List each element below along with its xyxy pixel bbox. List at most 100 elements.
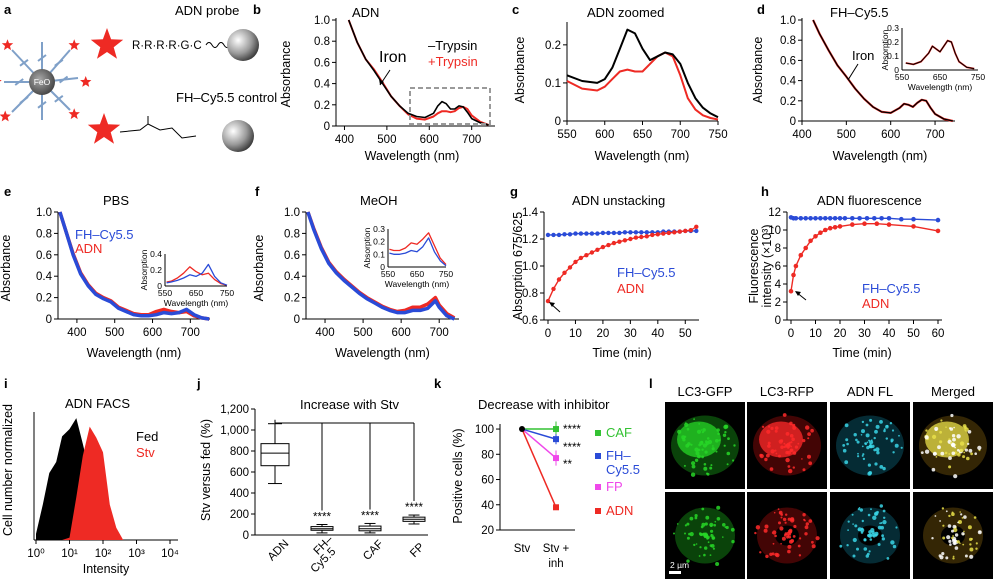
panel-g-point-fh-cy55 [694, 228, 699, 234]
panel-d-letter: d [757, 2, 765, 17]
panel-l-puncta [771, 552, 775, 556]
panel-g-point-adn [573, 259, 578, 265]
panel-l-puncta [764, 524, 769, 529]
panel-l-puncta [937, 445, 941, 450]
panel-l-puncta [710, 464, 713, 467]
panel-e-inset-ytick: 0.4 [150, 249, 162, 259]
panel-j-y-tick-label: 800 [230, 446, 249, 458]
panel-l-puncta [895, 526, 898, 529]
panel-l-puncta [694, 514, 698, 518]
panel-l-puncta [964, 448, 969, 452]
panel-l-puncta [711, 447, 715, 451]
panel-l-puncta [764, 457, 768, 462]
panel-k-stars-fp: ** [563, 459, 572, 471]
panel-l-puncta [952, 524, 957, 529]
dextran-arm [19, 58, 29, 67]
panel-g-point-adn [562, 270, 567, 275]
panel-l-puncta [951, 451, 956, 456]
panel-g-point-adn [655, 232, 660, 237]
panel-l-puncta [802, 468, 806, 472]
panel-l-puncta [886, 424, 889, 428]
panel-l-puncta [716, 428, 720, 432]
panel-l-puncta [967, 430, 972, 434]
panel-l-puncta [691, 464, 696, 469]
panel-g-point-fh-cy55 [584, 231, 589, 236]
panel-e-y-tick-label: 0 [46, 314, 52, 326]
dextran-arm [19, 96, 29, 104]
panel-l-puncta [690, 472, 696, 477]
panel-f-inset-xtick: 750 [439, 269, 453, 279]
panel-h-point-fh-cy55 [850, 216, 855, 221]
panel-l-puncta [710, 529, 714, 533]
panel-j-y-tick-label: 1,200 [220, 404, 249, 416]
panel-d-y-tick-label: 0.6 [780, 55, 796, 67]
panel-f-x-tick-label: 500 [353, 327, 372, 339]
panel-e-inset-ytick: 0.2 [150, 265, 162, 275]
panel-d-y-tick-label: 0.8 [780, 35, 796, 47]
panel-j-y-tick-label: 400 [230, 488, 249, 500]
panel-l-puncta [870, 508, 872, 511]
panel-l-puncta [931, 537, 934, 540]
panel-l-puncta [846, 442, 849, 446]
panel-l-puncta [766, 453, 770, 458]
panel-l-puncta [969, 543, 972, 546]
panel-l-puncta [802, 439, 806, 443]
panel-h-point-fh-cy55 [872, 216, 877, 221]
panel-h-point-fh-cy55 [827, 216, 833, 221]
panel-g-point-adn [688, 228, 693, 233]
panel-l-puncta [898, 434, 900, 437]
panel-l-puncta [770, 426, 774, 430]
panel-l-puncta [699, 532, 703, 537]
panel-f-xlabel: Wavelength (nm) [335, 346, 430, 360]
panel-l-puncta [792, 466, 795, 469]
panel-l-puncta [942, 536, 946, 540]
panel-h-point-fh-cy55 [864, 216, 870, 221]
panel-e-x-tick-label: 500 [105, 327, 124, 339]
panel-l-puncta [772, 542, 775, 545]
panel-e-x-tick-label: 700 [181, 327, 200, 339]
panel-l-puncta [771, 532, 774, 534]
panel-h-x-tick-label: 50 [907, 328, 920, 340]
panel-g-point-fh-cy55 [573, 231, 578, 236]
panel-g-letter: g [510, 184, 518, 199]
panel-l-puncta [869, 538, 873, 541]
panel-l-puncta [726, 463, 729, 466]
probe-star-small [68, 39, 80, 51]
panel-e-legend-fh-cy55: FH–Cy5.5 [75, 227, 134, 242]
panel-l-puncta [879, 522, 881, 525]
panel-l-puncta [861, 429, 865, 434]
panel-l-puncta [875, 424, 880, 429]
panel-h-point-adn [827, 225, 833, 231]
panel-d-iron-arrow [847, 63, 859, 81]
panel-c-x-tick-label: 650 [633, 129, 652, 141]
panel-g-point-adn [567, 265, 573, 270]
panel-h-point-fh-cy55 [911, 216, 916, 222]
panel-g-point-fh-cy55 [556, 232, 562, 238]
panel-d-inset-xlabel: Wavelength (nm) [908, 82, 973, 92]
panel-l-puncta [867, 463, 872, 467]
panel-l-puncta [792, 535, 796, 538]
panel-h-y-tick-label: 0 [775, 315, 781, 327]
panel-l-puncta [797, 442, 800, 445]
panel-j-letter: j [196, 376, 201, 391]
panel-l-puncta [975, 542, 978, 545]
panel-l-puncta [857, 455, 860, 458]
panel-h-point-adn [862, 221, 867, 226]
panel-l-puncta [775, 553, 780, 558]
panel-l-puncta [786, 535, 789, 539]
probe-star-small [0, 110, 11, 122]
panel-l-puncta [939, 555, 944, 560]
panel-l-puncta [733, 444, 736, 447]
panel-g-y-tick-label: 1.4 [522, 207, 539, 219]
panel-a-control-title: FH–Cy5.5 control [176, 90, 277, 105]
panel-l-puncta [873, 436, 876, 440]
panel-j-box [260, 443, 290, 467]
panel-g-point-adn [639, 234, 644, 240]
panel-l-puncta [886, 557, 890, 560]
panel-l-puncta [704, 546, 708, 550]
panel-l-puncta [684, 532, 686, 535]
panel-f-inset-ylabel: Absorption [362, 227, 372, 268]
panel-i-x-tick-label: 10³ [128, 548, 145, 560]
panel-b-legend-minus: –Trypsin [428, 38, 477, 53]
panel-l-puncta [780, 445, 784, 449]
